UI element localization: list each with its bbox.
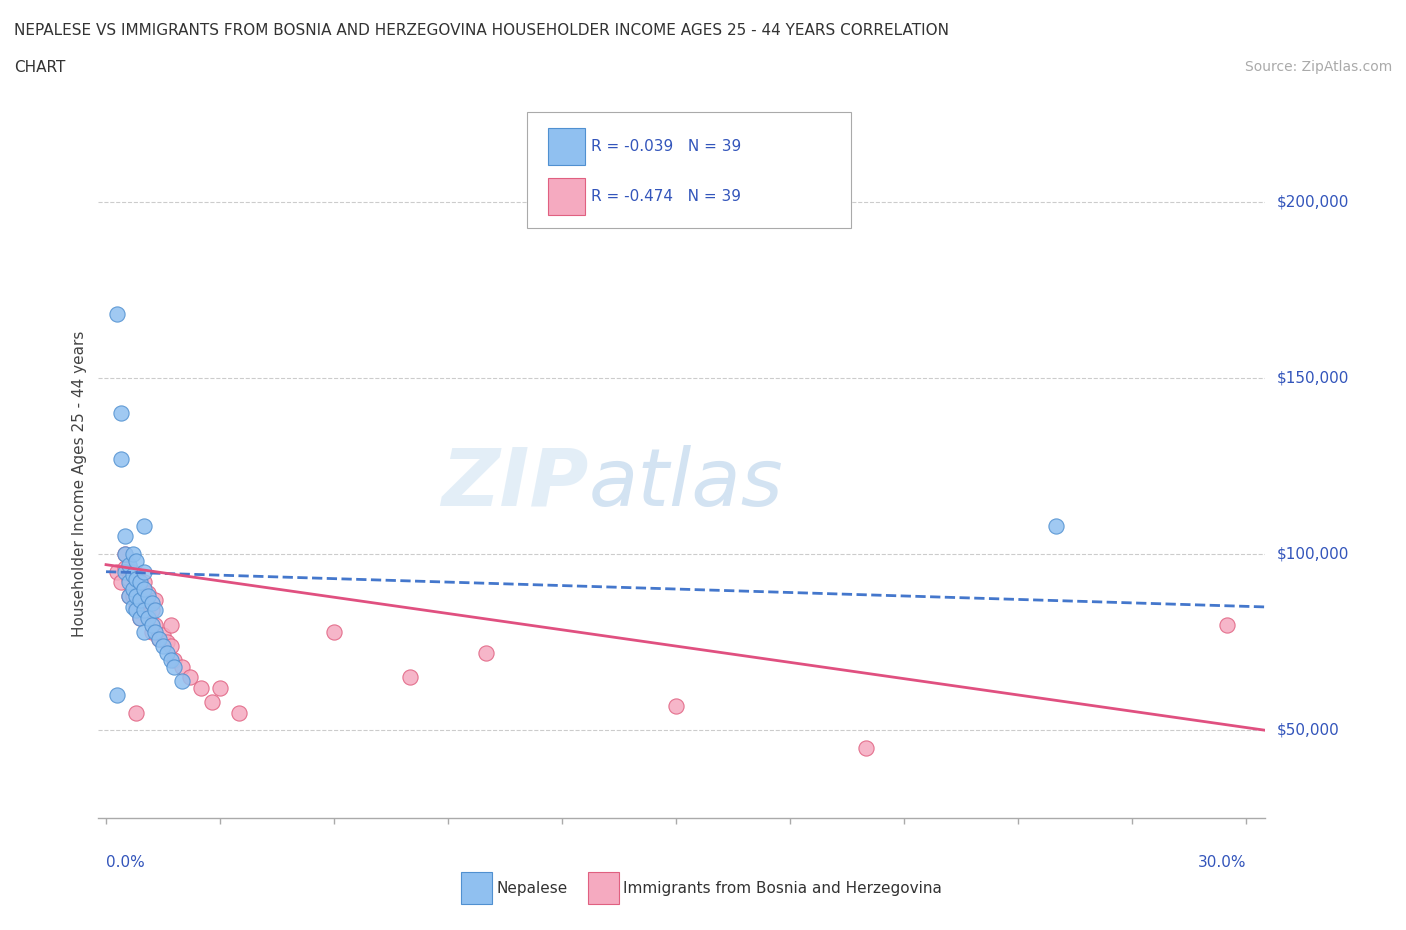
- Point: [163, 652, 186, 667]
- Point: [129, 589, 152, 604]
- Text: R = -0.039   N = 39: R = -0.039 N = 39: [591, 139, 741, 153]
- Point: [110, 575, 132, 590]
- Point: [125, 571, 148, 586]
- Point: [145, 618, 167, 632]
- Point: [141, 624, 163, 639]
- Point: [179, 670, 201, 684]
- Point: [118, 557, 141, 572]
- Point: [114, 565, 136, 579]
- Point: [148, 631, 170, 646]
- Point: [665, 698, 688, 713]
- Text: R = -0.474   N = 39: R = -0.474 N = 39: [591, 189, 741, 204]
- Text: Nepalese: Nepalese: [496, 881, 568, 896]
- Point: [121, 589, 143, 604]
- Point: [209, 681, 232, 696]
- Text: $200,000: $200,000: [1277, 194, 1350, 209]
- Point: [125, 600, 148, 615]
- Point: [129, 592, 152, 607]
- Point: [114, 529, 136, 544]
- Point: [145, 603, 167, 618]
- Text: NEPALESE VS IMMIGRANTS FROM BOSNIA AND HERZEGOVINA HOUSEHOLDER INCOME AGES 25 - : NEPALESE VS IMMIGRANTS FROM BOSNIA AND H…: [14, 23, 949, 38]
- Point: [152, 638, 174, 653]
- Point: [118, 589, 141, 604]
- Point: [125, 589, 148, 604]
- Text: $50,000: $50,000: [1277, 723, 1340, 737]
- Point: [118, 575, 141, 590]
- Point: [107, 687, 129, 702]
- Point: [132, 565, 155, 579]
- Point: [136, 606, 159, 621]
- Point: [136, 585, 159, 600]
- Point: [129, 610, 152, 625]
- Point: [110, 405, 132, 420]
- Point: [163, 659, 186, 674]
- Point: [107, 565, 129, 579]
- Text: CHART: CHART: [14, 60, 66, 75]
- Point: [156, 645, 179, 660]
- Text: 0.0%: 0.0%: [105, 856, 145, 870]
- Point: [132, 624, 155, 639]
- Point: [170, 673, 193, 688]
- Point: [141, 596, 163, 611]
- Point: [114, 547, 136, 562]
- Point: [129, 610, 152, 625]
- Point: [121, 582, 143, 597]
- Point: [118, 571, 141, 586]
- Point: [114, 547, 136, 562]
- Point: [1045, 518, 1067, 533]
- Text: 30.0%: 30.0%: [1198, 856, 1246, 870]
- Point: [1216, 618, 1239, 632]
- Point: [125, 603, 148, 618]
- Point: [132, 518, 155, 533]
- Text: ZIP: ZIP: [441, 445, 589, 523]
- Point: [145, 592, 167, 607]
- Point: [399, 670, 422, 684]
- Text: Source: ZipAtlas.com: Source: ZipAtlas.com: [1244, 60, 1392, 74]
- Point: [855, 740, 877, 755]
- Point: [190, 681, 212, 696]
- Point: [132, 596, 155, 611]
- Point: [125, 705, 148, 720]
- Point: [129, 575, 152, 590]
- Point: [323, 624, 346, 639]
- Point: [148, 631, 170, 646]
- Point: [159, 618, 181, 632]
- Point: [121, 600, 143, 615]
- Point: [118, 589, 141, 604]
- Text: $150,000: $150,000: [1277, 370, 1350, 385]
- Point: [475, 645, 498, 660]
- Point: [132, 603, 155, 618]
- Point: [228, 705, 250, 720]
- Point: [201, 695, 224, 710]
- Text: Immigrants from Bosnia and Herzegovina: Immigrants from Bosnia and Herzegovina: [623, 881, 942, 896]
- Point: [159, 638, 181, 653]
- Point: [121, 568, 143, 583]
- Point: [121, 565, 143, 579]
- Text: atlas: atlas: [589, 445, 783, 523]
- Point: [136, 589, 159, 604]
- Point: [141, 618, 163, 632]
- Point: [159, 652, 181, 667]
- Y-axis label: Householder Income Ages 25 - 44 years: Householder Income Ages 25 - 44 years: [72, 330, 87, 637]
- Point: [132, 582, 155, 597]
- Point: [132, 575, 155, 590]
- Point: [156, 635, 179, 650]
- Text: $100,000: $100,000: [1277, 547, 1350, 562]
- Point: [125, 553, 148, 568]
- Point: [114, 561, 136, 576]
- Point: [141, 603, 163, 618]
- Point: [145, 624, 167, 639]
- Point: [110, 451, 132, 466]
- Point: [152, 628, 174, 643]
- Point: [170, 659, 193, 674]
- Point: [107, 307, 129, 322]
- Point: [136, 610, 159, 625]
- Point: [121, 547, 143, 562]
- Point: [125, 582, 148, 597]
